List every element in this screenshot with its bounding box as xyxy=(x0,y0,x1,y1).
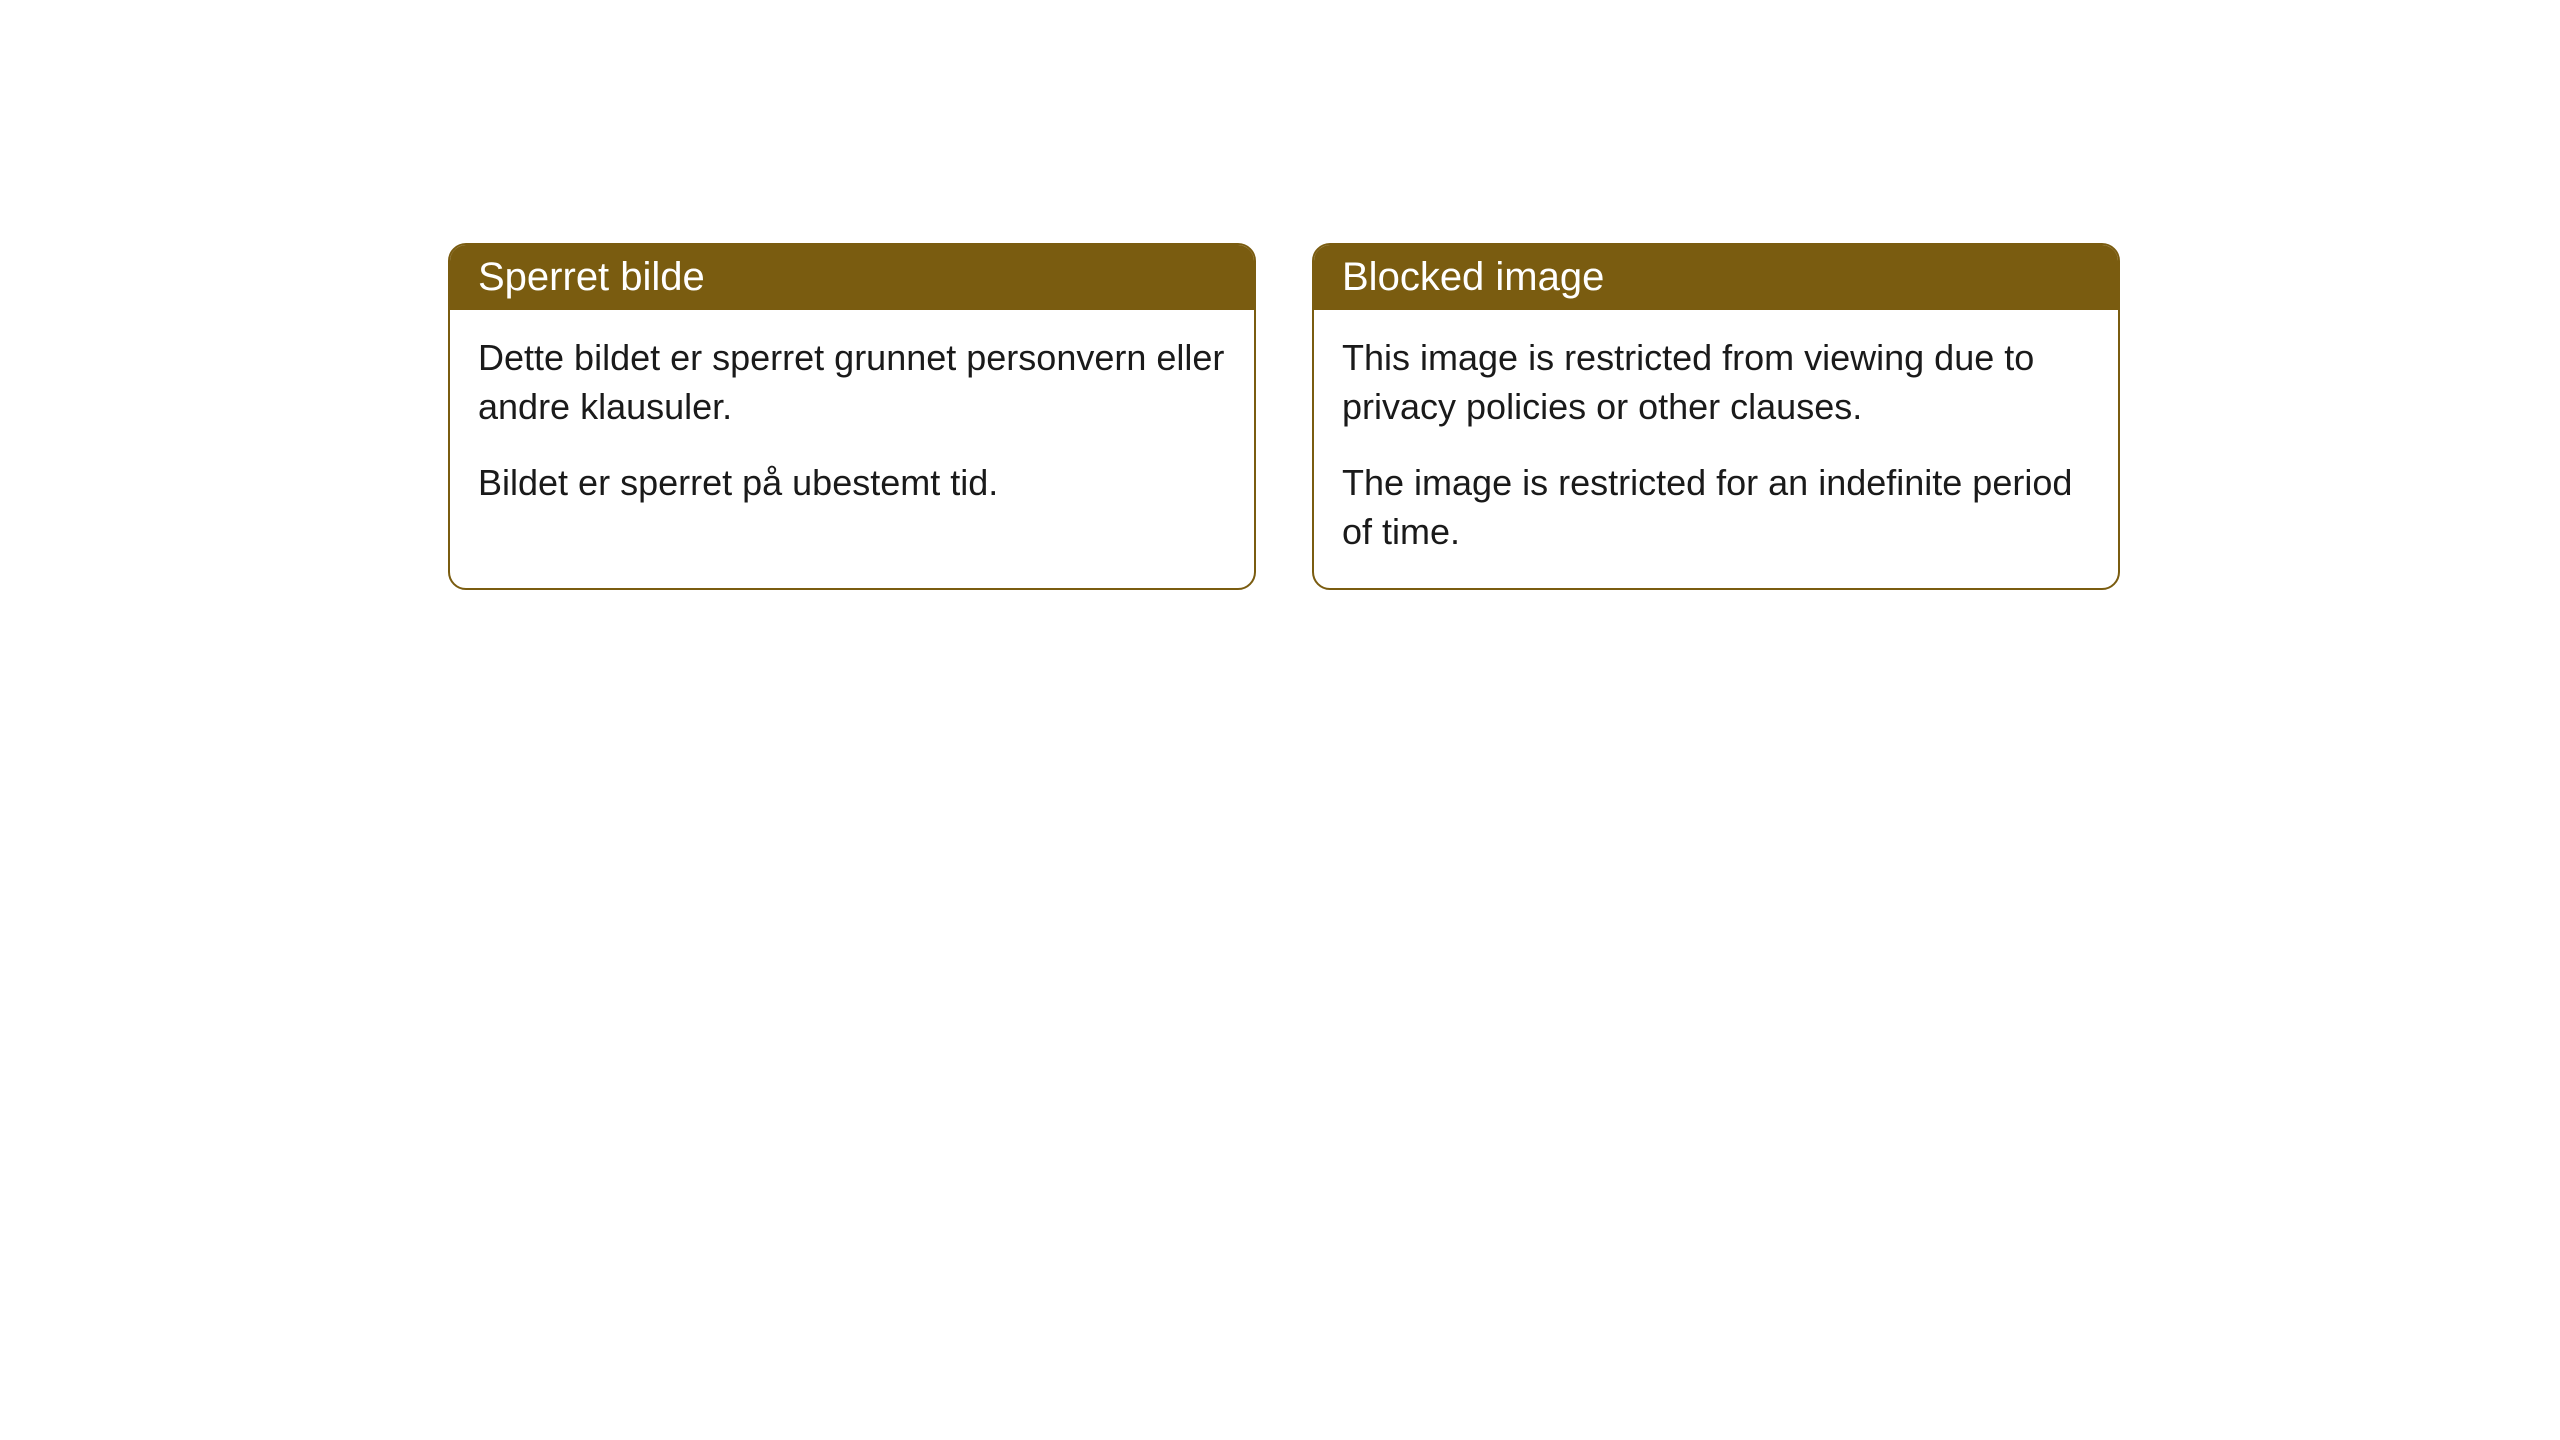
card-paragraph: The image is restricted for an indefinit… xyxy=(1342,459,2090,556)
notice-card-english: Blocked image This image is restricted f… xyxy=(1312,243,2120,590)
card-header: Blocked image xyxy=(1314,245,2118,310)
card-paragraph: Dette bildet er sperret grunnet personve… xyxy=(478,334,1226,431)
card-body: Dette bildet er sperret grunnet personve… xyxy=(450,310,1254,540)
notice-card-norwegian: Sperret bilde Dette bildet er sperret gr… xyxy=(448,243,1256,590)
card-title: Blocked image xyxy=(1342,255,1604,299)
card-paragraph: Bildet er sperret på ubestemt tid. xyxy=(478,459,1226,508)
card-paragraph: This image is restricted from viewing du… xyxy=(1342,334,2090,431)
card-title: Sperret bilde xyxy=(478,255,705,299)
card-header: Sperret bilde xyxy=(450,245,1254,310)
card-body: This image is restricted from viewing du… xyxy=(1314,310,2118,588)
notice-cards-container: Sperret bilde Dette bildet er sperret gr… xyxy=(448,243,2120,590)
